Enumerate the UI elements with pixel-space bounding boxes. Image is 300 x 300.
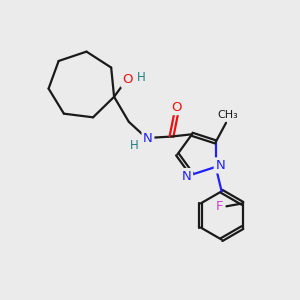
Text: N: N: [182, 169, 192, 183]
Text: N: N: [215, 159, 225, 172]
Text: CH₃: CH₃: [217, 110, 238, 120]
Text: H: H: [137, 70, 146, 84]
Text: O: O: [122, 73, 133, 86]
Text: H: H: [130, 139, 139, 152]
Text: N: N: [143, 131, 153, 145]
Text: F: F: [216, 200, 224, 213]
Text: O: O: [171, 100, 182, 114]
